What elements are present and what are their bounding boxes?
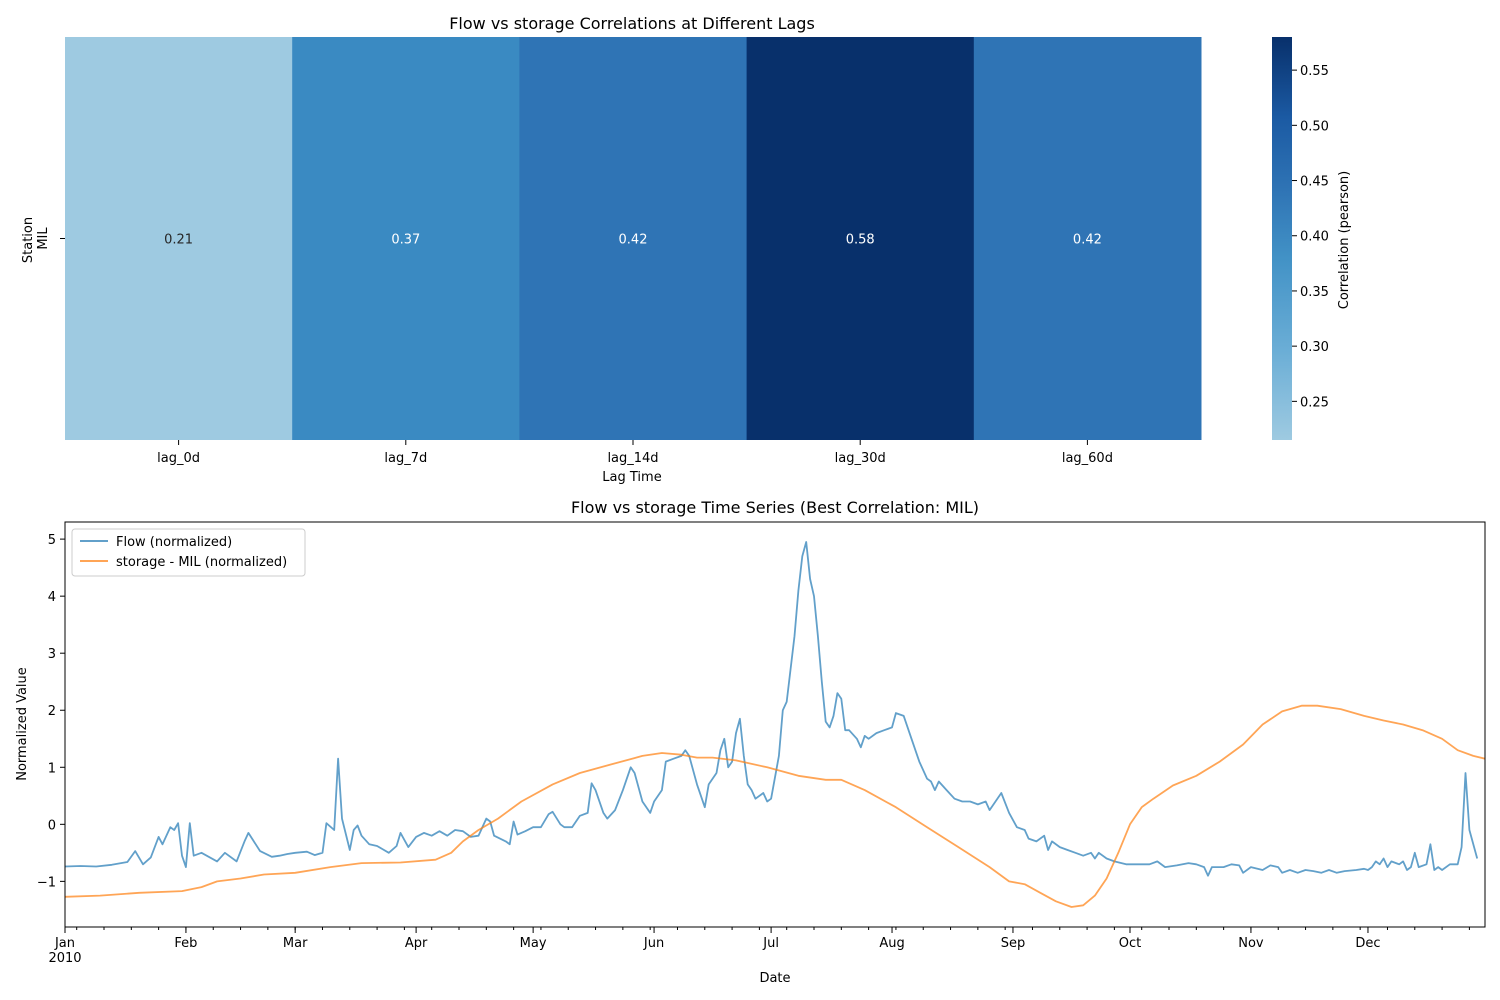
timeseries-x-tick-label: Aug	[879, 936, 904, 951]
colorbar-gradient	[1272, 37, 1292, 440]
heatmap-x-tick-label: lag_30d	[835, 451, 886, 466]
heatmap-cell	[746, 37, 975, 440]
legend-label-storage: storage - MIL (normalized)	[116, 555, 287, 570]
colorbar-ticks: 0.25 0.30 0.35 0.40 0.45 0.50 0.55	[1292, 64, 1329, 410]
legend-box	[71, 528, 306, 577]
heatmap-y-tick-label: MIL	[36, 227, 51, 250]
timeseries-x-ticks: Jan Feb Mar Apr May Jun Jul Aug Sep Oct Nov Dec 2010	[48, 927, 1470, 966]
heatmap-cell-label: 0.58	[846, 233, 875, 248]
timeseries-x-tick-label: May	[520, 936, 547, 951]
heatmap-x-ticks: lag_0d lag_7d lag_14d lag_30d lag_60d	[157, 440, 1113, 466]
colorbar-tick-label: 0.55	[1300, 64, 1329, 79]
heatmap-cell	[973, 37, 1202, 440]
heatmap-x-axis-label: Lag Time	[602, 470, 661, 485]
heatmap-cell	[65, 37, 293, 440]
timeseries-x-tick-year: 2010	[48, 951, 81, 966]
heatmap-cell-label: 0.37	[391, 233, 420, 248]
series-line-flow	[65, 541, 1479, 877]
timeseries-x-tick-label: Jun	[643, 936, 664, 951]
timeseries-x-tick-label: Jan	[54, 936, 75, 951]
colorbar: 0.25 0.30 0.35 0.40 0.45 0.50 0.55 Correlation…	[1272, 37, 1352, 440]
timeseries-lines	[65, 541, 1485, 908]
heatmap-cell-label: 0.42	[1073, 233, 1102, 248]
time-series-chart: Flow vs storage Time Series (Best Correl…	[15, 498, 1486, 986]
heatmap-cells: 0.21 0.37 0.42 0.58 0.42	[65, 37, 1202, 440]
plot-frame	[64, 521, 1486, 928]
colorbar-tick-label: 0.35	[1300, 285, 1329, 300]
legend: Flow (normalized) storage - MIL (normali…	[71, 528, 306, 577]
timeseries-x-tick-label: Sep	[1001, 936, 1026, 951]
heatmap-cell	[292, 37, 520, 440]
heatmap-title: Flow vs storage Correlations at Differen…	[449, 14, 815, 33]
heatmap-x-tick-label: lag_7d	[384, 451, 427, 466]
timeseries-x-tick-label: Mar	[283, 936, 308, 951]
timeseries-x-tick-label: Nov	[1238, 936, 1264, 951]
heatmap-cell	[519, 37, 748, 440]
timeseries-x-tick-label: Oct	[1119, 936, 1141, 951]
legend-label-flow: Flow (normalized)	[116, 535, 232, 550]
colorbar-tick-label: 0.25	[1300, 395, 1329, 410]
heatmap-cell-label: 0.21	[164, 233, 193, 248]
timeseries-x-tick-label: Jul	[762, 936, 779, 951]
colorbar-tick-label: 0.40	[1300, 230, 1329, 245]
heatmap-x-tick-label: lag_60d	[1062, 451, 1113, 466]
timeseries-x-tick-label: Apr	[405, 936, 428, 951]
heatmap-x-tick-label: lag_0d	[157, 451, 200, 466]
colorbar-tick-label: 0.30	[1300, 340, 1329, 355]
timeseries-x-axis-label: Date	[759, 971, 790, 986]
timeseries-y-tick-label: 5	[48, 533, 56, 548]
heatmap-x-tick-label: lag_14d	[607, 451, 658, 466]
colorbar-tick-label: 0.50	[1300, 119, 1329, 134]
timeseries-x-tick-label: Dec	[1355, 936, 1380, 951]
timeseries-y-tick-label: 2	[48, 704, 56, 719]
timeseries-x-tick-label: Feb	[174, 936, 197, 951]
correlation-heatmap: Flow vs storage Correlations at Differen…	[21, 14, 1352, 485]
heatmap-cell-label: 0.42	[619, 233, 648, 248]
timeseries-y-tick-label: −1	[37, 875, 56, 890]
heatmap-y-ticks: MIL	[36, 227, 65, 250]
series-line-storage	[65, 704, 1485, 908]
timeseries-y-axis-label: Normalized Value	[15, 667, 30, 781]
timeseries-y-tick-label: 3	[48, 647, 56, 662]
timeseries-y-tick-label: 4	[48, 590, 56, 605]
timeseries-y-ticks: −1 0 1 2 3 4 5	[37, 533, 65, 890]
colorbar-tick-label: 0.45	[1300, 175, 1329, 190]
timeseries-y-tick-label: 1	[48, 761, 56, 776]
colorbar-label: Correlation (pearson)	[1337, 171, 1352, 310]
heatmap-y-axis-label: Station	[21, 217, 36, 263]
timeseries-title: Flow vs storage Time Series (Best Correl…	[571, 498, 979, 517]
timeseries-y-tick-label: 0	[48, 818, 56, 833]
